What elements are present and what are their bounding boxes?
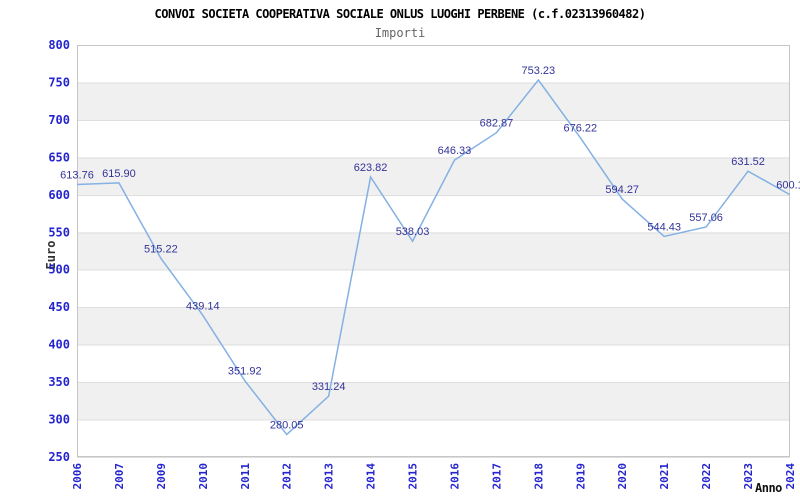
- x-axis-title: Anno: [755, 481, 782, 495]
- y-tick-label: 450: [48, 300, 70, 314]
- stripe-band: [77, 307, 790, 345]
- point-label: 623.82: [354, 162, 388, 174]
- point-label: 615.90: [102, 168, 136, 180]
- x-tick-label: 2012: [281, 463, 294, 490]
- y-tick-label: 700: [48, 113, 70, 127]
- x-tick-label: 2019: [574, 463, 587, 490]
- x-tick-label: 2014: [365, 463, 378, 490]
- x-tick-label: 2016: [448, 463, 461, 490]
- x-tick-label: 2022: [700, 463, 713, 490]
- point-label: 646.33: [438, 145, 472, 157]
- point-label: 676.22: [563, 123, 597, 135]
- point-label: 351.92: [228, 366, 262, 378]
- stripe-band: [77, 82, 790, 120]
- y-tick-label: 400: [48, 338, 70, 352]
- x-tick-label: 2024: [784, 463, 797, 490]
- x-tick-label: 2018: [532, 463, 545, 490]
- y-tick-label: 500: [48, 263, 70, 277]
- y-tick-label: 350: [48, 375, 70, 389]
- plot-border: [77, 45, 790, 457]
- point-label: 613.76: [60, 170, 94, 182]
- x-tick-label: 2020: [616, 463, 629, 490]
- point-label: 631.52: [731, 156, 765, 168]
- x-tick-label: 2021: [658, 463, 671, 490]
- x-tick-label: 2010: [197, 463, 210, 490]
- y-tick-label: 650: [48, 150, 70, 164]
- point-label: 682.87: [480, 118, 514, 130]
- point-label: 544.43: [647, 221, 681, 233]
- point-label: 594.27: [605, 184, 639, 196]
- x-tick-label: 2009: [155, 463, 168, 490]
- point-label: 439.14: [186, 300, 220, 312]
- y-tick-label: 550: [48, 225, 70, 239]
- stripe-band: [77, 382, 790, 420]
- x-tick-label: 2023: [742, 463, 755, 490]
- point-label: 753.23: [522, 65, 556, 77]
- y-tick-label: 800: [48, 38, 70, 52]
- point-label: 515.22: [144, 243, 178, 255]
- x-tick-label: 2006: [71, 463, 84, 490]
- x-tick-label: 2011: [239, 463, 252, 490]
- point-label: 280.05: [270, 419, 304, 431]
- x-tick-label: 2015: [407, 463, 420, 490]
- x-tick-label: 2013: [323, 463, 336, 490]
- x-tick-label: 2017: [490, 463, 503, 490]
- point-label: 557.06: [689, 212, 723, 224]
- y-tick-label: 600: [48, 188, 70, 202]
- stripe-band: [77, 232, 790, 270]
- point-label: 600.1: [776, 180, 800, 192]
- y-tick-label: 750: [48, 75, 70, 89]
- point-label: 331.24: [312, 381, 346, 393]
- stripe-band: [77, 157, 790, 195]
- point-label: 538.03: [396, 226, 430, 238]
- chart-title: CONVOI SOCIETA COOPERATIVA SOCIALE ONLUS…: [154, 7, 646, 21]
- data-line: [76, 78, 791, 436]
- chart-subtitle: Importi: [374, 26, 426, 40]
- y-tick-label: 250: [48, 450, 70, 464]
- x-tick-label: 2007: [113, 463, 126, 490]
- y-tick-label: 300: [48, 413, 70, 427]
